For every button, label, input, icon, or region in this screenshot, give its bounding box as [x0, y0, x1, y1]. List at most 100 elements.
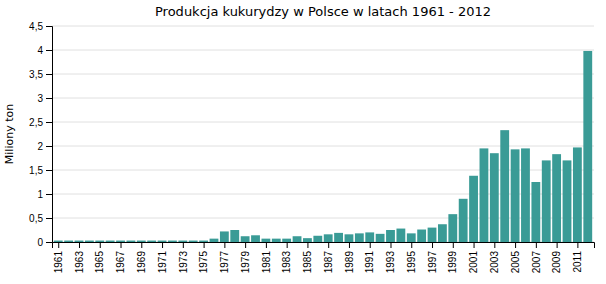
y-tick: 2,5: [29, 117, 52, 128]
x-tick: 1973: [178, 242, 189, 273]
x-tick-label: 1983: [281, 251, 292, 274]
y-tick-mark: [46, 98, 52, 99]
x-tick-label: 2007: [531, 251, 542, 274]
bar: [147, 241, 156, 242]
x-tick-mark: [307, 242, 308, 248]
x-tick-mark: [577, 242, 578, 248]
x-tick-label: 1997: [427, 251, 438, 274]
x-tick-label: 1993: [385, 251, 396, 274]
bar: [54, 241, 63, 242]
x-tick: 2005: [510, 242, 521, 273]
x-tick: 2011: [572, 242, 583, 273]
x-tick: 1967: [115, 242, 126, 273]
bar: [230, 230, 239, 242]
x-tick-mark: [390, 242, 391, 248]
bar: [531, 182, 540, 242]
bar: [365, 232, 374, 242]
x-tick: 1995: [406, 242, 417, 273]
x-tick: 1985: [302, 242, 313, 273]
bar: [417, 230, 426, 242]
bar: [116, 241, 125, 242]
x-tick-label: 1971: [157, 251, 168, 274]
y-axis: 00,511,522,533,544,5: [29, 21, 52, 248]
x-tick: 1961: [53, 242, 64, 273]
x-tick-label: 1967: [115, 251, 126, 274]
grid: [52, 26, 594, 242]
bar: [313, 236, 322, 242]
bar: [210, 239, 219, 242]
bar: [345, 234, 354, 242]
x-tick-mark: [557, 242, 558, 248]
bar: [355, 233, 364, 242]
x-tick-label: 1995: [406, 251, 417, 274]
bar: [573, 147, 582, 242]
bar: [521, 148, 530, 242]
chart: 00,511,522,533,544,519611963196519671969…: [0, 0, 606, 284]
x-tick: 1975: [198, 242, 209, 273]
x-tick-mark: [204, 242, 205, 248]
grid-line: [52, 98, 594, 99]
y-tick-label: 1,5: [29, 165, 43, 176]
bar: [189, 241, 198, 242]
y-tick-mark: [46, 74, 52, 75]
x-tick: 2001: [468, 242, 479, 273]
y-tick: 3,5: [29, 69, 52, 80]
x-tick-mark: [100, 242, 101, 248]
x-axis-line: [53, 243, 595, 249]
x-tick-mark: [141, 242, 142, 248]
bar: [282, 239, 291, 242]
bar: [542, 160, 551, 242]
plot: 00,511,522,533,544,519611963196519671969…: [29, 21, 594, 274]
bar: [407, 233, 416, 242]
y-tick-mark: [46, 218, 52, 219]
x-tick-mark: [432, 242, 433, 248]
x-tick-label: 1985: [302, 251, 313, 274]
x-tick: 1969: [136, 242, 147, 273]
grid-line: [52, 26, 594, 27]
x-tick-label: 1961: [53, 251, 64, 274]
x-tick-label: 1989: [344, 251, 355, 274]
y-tick-label: 2: [37, 141, 43, 152]
x-tick-label: 1979: [240, 251, 251, 274]
x-tick-mark: [245, 242, 246, 248]
bar: [75, 241, 84, 242]
x-tick: 1993: [385, 242, 396, 273]
x-tick-mark: [58, 242, 59, 248]
x-tick-mark: [536, 242, 537, 248]
bar: [106, 241, 115, 242]
bar: [386, 230, 395, 242]
x-tick-label: 1999: [447, 251, 458, 274]
bar: [272, 239, 281, 242]
bar: [583, 51, 592, 242]
y-axis-title: Miliony ton: [3, 104, 16, 164]
x-tick: 2007: [531, 242, 542, 273]
x-tick-label: 2003: [489, 251, 500, 274]
x-tick-label: 1977: [219, 251, 230, 274]
bar: [469, 176, 478, 242]
x-tick-mark: [162, 242, 163, 248]
y-tick: 0: [37, 237, 52, 248]
x-tick: 1989: [344, 242, 355, 273]
bar: [261, 239, 270, 242]
bar: [95, 241, 104, 242]
grid-line: [52, 146, 594, 147]
x-tick: 1997: [427, 242, 438, 273]
y-tick-label: 1: [37, 189, 43, 200]
x-tick-mark: [266, 242, 267, 248]
bar: [199, 241, 208, 242]
x-tick-mark: [349, 242, 350, 248]
y-tick-label: 3,5: [29, 69, 43, 80]
x-tick: 1979: [240, 242, 251, 273]
bar: [324, 234, 333, 242]
x-tick-label: 1963: [74, 251, 85, 274]
bar: [480, 148, 489, 242]
x-axis: 1961196319651967196919711973197519771979…: [53, 242, 595, 273]
bar: [438, 224, 447, 242]
y-tick-mark: [46, 26, 52, 27]
x-tick-mark: [515, 242, 516, 248]
x-tick-label: 1991: [364, 251, 375, 274]
bar: [563, 160, 572, 242]
bar: [178, 241, 187, 242]
bar: [126, 241, 135, 242]
y-tick: 0,5: [29, 213, 52, 224]
